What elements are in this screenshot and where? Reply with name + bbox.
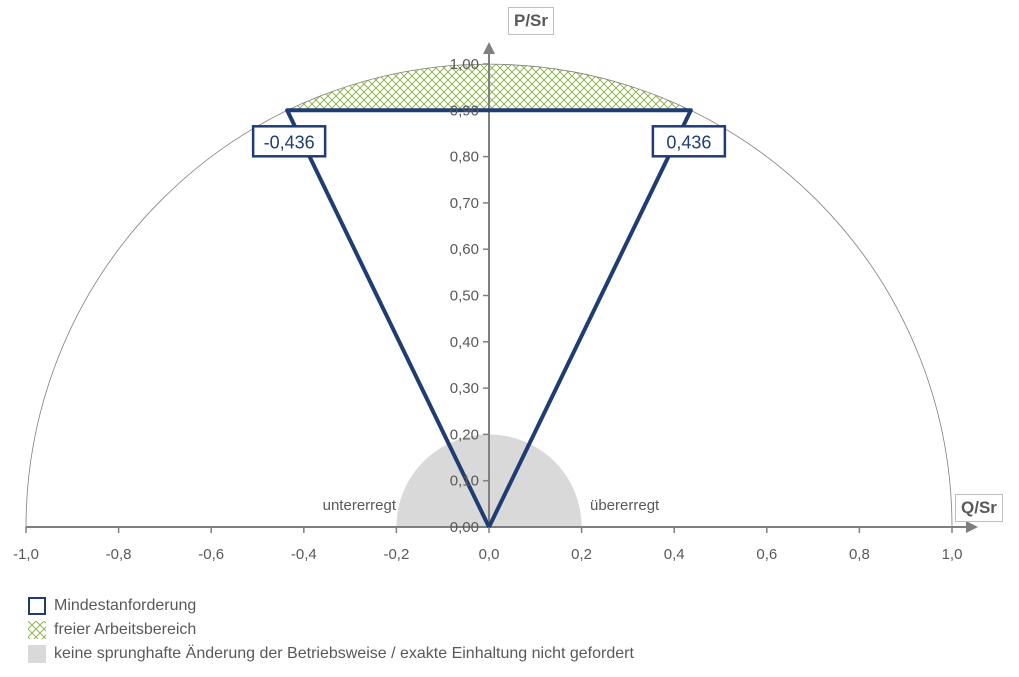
y-tick-label: 0,00 <box>450 519 479 536</box>
label-uebererregt: übererregt <box>590 497 660 514</box>
legend-swatch-grey <box>28 645 46 663</box>
legend-item-mindestanforderung: Mindestanforderung <box>28 594 634 618</box>
x-tick-label: -0,2 <box>383 546 409 563</box>
x-axis-arrow <box>966 521 978 533</box>
x-tick-label: -0,4 <box>291 546 317 563</box>
x-tick-label: 0,0 <box>479 546 500 563</box>
y-tick-label: 0,60 <box>450 241 479 258</box>
y-tick-label: 0,90 <box>450 102 479 119</box>
legend-label: freier Arbeitsbereich <box>54 621 197 638</box>
legend-swatch-outline <box>28 597 46 615</box>
y-tick-label: 0,80 <box>450 149 479 166</box>
y-tick-label: 0,70 <box>450 195 479 212</box>
x-tick-label: -0,8 <box>106 546 132 563</box>
y-tick-label: 0,40 <box>450 334 479 351</box>
label-untererregt: untererregt <box>323 497 397 514</box>
callout-box <box>651 125 727 158</box>
x-tick-label: 0,6 <box>756 546 777 563</box>
legend-swatch-hatch <box>28 621 46 639</box>
callout-pointer <box>286 109 297 127</box>
pq-diagram: -1,0 -0,8 -0,6 -0,4 -0,2 0,0 0,2 0,4 0,6 0,8 1,0 0,… <box>13 42 978 563</box>
x-tick-label: 1,0 <box>942 546 963 563</box>
callout-pointer <box>681 109 692 127</box>
x-tick-label: 0,2 <box>571 546 592 563</box>
legend-item-keine-sprunghafte-aenderung: keine sprunghafte Änderung der Betriebsw… <box>28 642 634 666</box>
mindestanforderung-triangle <box>285 108 693 528</box>
y-tick-label: 0,10 <box>450 473 479 490</box>
callout-positive-value: 0,436 <box>666 132 711 152</box>
callout-box <box>251 125 327 158</box>
legend-label: Mindestanforderung <box>54 597 197 614</box>
x-tick-label: 0,8 <box>849 546 870 563</box>
legend-item-freier-arbeitsbereich: freier Arbeitsbereich <box>28 618 634 642</box>
y-axis-title: P/Sr <box>508 7 555 35</box>
legend: Mindestanforderung freier Arbeitsbereich… <box>28 594 634 666</box>
x-tick-label: 0,4 <box>664 546 685 563</box>
callout-negative-value: -0,436 <box>264 132 315 152</box>
legend-label: keine sprunghafte Änderung der Betriebsw… <box>54 645 634 662</box>
y-axis-arrow <box>483 42 495 54</box>
x-tick-label: -0,6 <box>198 546 224 563</box>
x-axis-title: Q/Sr <box>955 494 1003 522</box>
y-tick-label: 0,30 <box>450 380 479 397</box>
y-tick-label: 1,00 <box>450 56 479 73</box>
y-tick-label: 0,20 <box>450 426 479 443</box>
x-tick-label: -1,0 <box>13 546 39 563</box>
y-tick-label: 0,50 <box>450 288 479 305</box>
